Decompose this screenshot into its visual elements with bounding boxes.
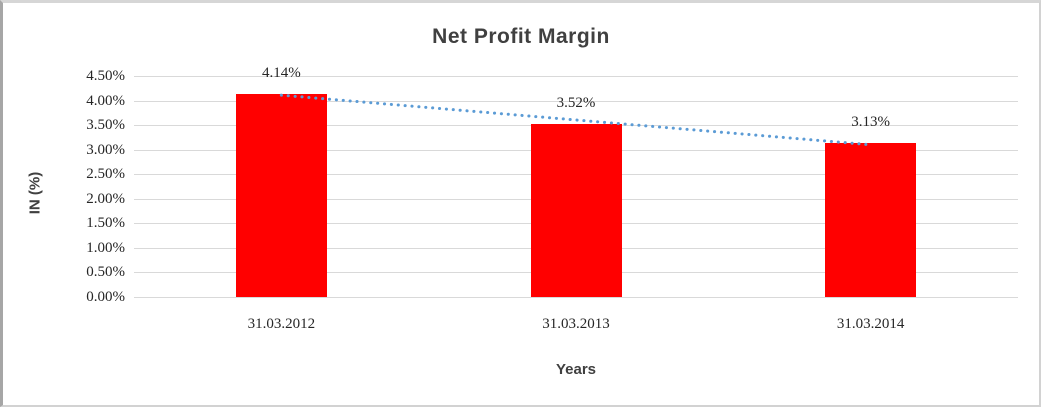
x-axis-tick-label: 31.03.2014 [836, 316, 905, 332]
bar [530, 124, 622, 297]
y-axis-tick-label: 2.00% [86, 190, 125, 207]
y-axis-tick-label: 1.00% [86, 239, 125, 256]
gridline [134, 297, 1018, 298]
chart-title: Net Profit Margin [432, 25, 610, 48]
y-axis-tick-label: 4.00% [86, 92, 125, 109]
bar-data-label: 3.13% [851, 114, 891, 131]
bar [825, 143, 917, 297]
bar [235, 93, 327, 297]
y-axis-tick-label: 0.50% [86, 264, 125, 281]
y-axis-tick-label: 0.00% [86, 289, 125, 305]
y-axis-tick-label: 2.50% [86, 166, 125, 183]
y-axis-tick-label: 1.50% [86, 215, 125, 232]
x-axis-title: Years [555, 361, 597, 378]
gridline [134, 76, 1018, 77]
gridline [134, 100, 1018, 102]
plot-area: 0.00% 0.50% 1.00% 1.50% 2.00% 2.50% 3.00% 3.50%… [86, 65, 1018, 332]
bar-data-label: 3.52% [556, 95, 596, 112]
trendline [279, 93, 873, 147]
x-axis-tick-label: 31.03.2012 [247, 316, 316, 332]
y-axis-tick-label: 4.50% [86, 68, 125, 84]
y-axis-title: IN (%) [26, 171, 44, 215]
x-axis-tick-label: 31.03.2013 [542, 316, 610, 332]
y-axis-tick-label: 3.50% [86, 117, 125, 134]
y-axis-tick-label: 3.00% [86, 141, 125, 158]
bar-data-label: 4.14% [261, 64, 301, 81]
